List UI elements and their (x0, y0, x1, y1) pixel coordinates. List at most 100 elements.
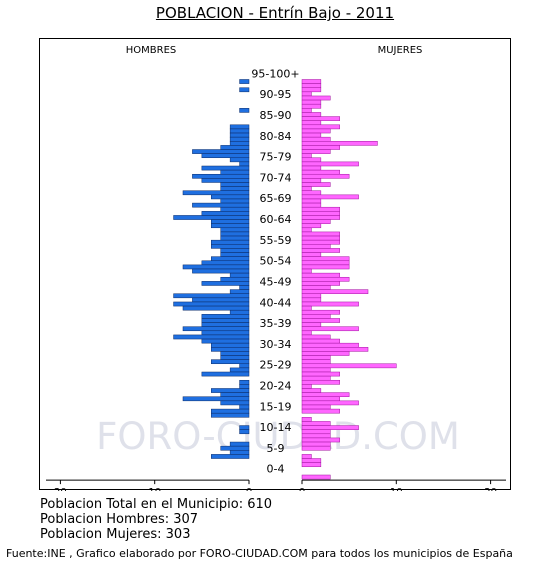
x-tick-label: 0 (299, 487, 305, 491)
male-bar-age-30 (220, 351, 250, 356)
female-bar-age-22 (301, 384, 312, 389)
male-bar-age-42 (173, 301, 250, 307)
age-label: 35-39 (260, 317, 292, 330)
source-footer: Fuente:INE , Grafico elaborado por FORO-… (6, 547, 513, 560)
male-bar-age-75 (201, 165, 250, 171)
x-tick-label: 20 (484, 487, 497, 491)
male-bar-age-38 (201, 318, 250, 323)
male-bar-age-94 (239, 87, 250, 93)
age-label: 25-29 (260, 359, 292, 372)
male-bar-age-18 (220, 400, 250, 406)
male-bar-age-77 (229, 157, 250, 163)
female-bar-age-11 (301, 429, 331, 435)
female-bar-age-53 (301, 256, 350, 262)
female-bar-age-93 (301, 91, 312, 97)
male-bar-age-78 (201, 153, 250, 159)
female-bar-age-33 (301, 338, 340, 344)
male-bar-age-27 (239, 363, 250, 369)
male-bar-age-23 (239, 379, 250, 385)
female-bar-age-74 (301, 169, 340, 175)
population-pyramid: FORO-CIUDAD.COM 95-100+ 90-95 85-90 80-84 75… (46, 45, 506, 491)
age-label: 75-79 (260, 151, 292, 164)
x-tick-label: 20 (54, 487, 67, 491)
female-bar-age-31 (301, 347, 369, 352)
male-bar-age-96 (239, 79, 250, 84)
male-bar-age-15 (211, 412, 250, 418)
female-bar-age-10 (301, 433, 331, 439)
male-bar-age-54 (220, 252, 250, 257)
female-bar-age-35 (301, 330, 312, 336)
female-bar-age-67 (301, 198, 322, 204)
chart-frame: FORO-CIUDAD.COM 95-100+ 90-95 85-90 80-84 75… (39, 38, 511, 491)
male-bar-age-12 (239, 425, 250, 430)
male-bar-age-31 (211, 347, 250, 352)
female-bar-age-49 (301, 272, 340, 278)
age-label: 50-54 (260, 255, 292, 268)
male-bar-age-11 (239, 429, 250, 435)
female-bar-age-90 (301, 103, 322, 109)
female-bar-age-3 (301, 462, 322, 468)
x-tick-label: 10 (390, 487, 403, 491)
female-bar-age-59 (301, 231, 340, 237)
female-bar-age-32 (301, 342, 359, 348)
female-bar-age-38 (301, 318, 340, 323)
female-bar-age-48 (301, 276, 350, 282)
female-bar-age-45 (301, 289, 369, 294)
female-bar-age-56 (301, 244, 331, 249)
female-bar-age-27 (301, 363, 397, 369)
female-bar-age-44 (301, 293, 322, 299)
male-bar-age-6 (229, 450, 250, 455)
female-bar-age-75 (301, 165, 322, 171)
female-bar-age-88 (301, 112, 322, 117)
female-bar-age-52 (301, 260, 350, 266)
male-bar-age-81 (229, 141, 250, 146)
age-label: 60-64 (260, 213, 292, 226)
female-bar-age-95 (301, 83, 322, 88)
female-bar-age-8 (301, 441, 331, 447)
female-bar-age-66 (301, 202, 322, 208)
x-axis: 20 10 0 0 10 20 (46, 479, 506, 491)
female-bar-age-16 (301, 408, 340, 414)
male-bar-age-68 (211, 194, 250, 200)
male-bar-age-28 (211, 359, 250, 365)
male-bar-age-73 (192, 173, 250, 179)
male-bar-age-84 (229, 128, 250, 134)
male-bar-age-83 (229, 132, 250, 138)
age-label: 65-69 (260, 192, 292, 205)
male-bar-age-53 (211, 256, 250, 262)
male-bar-age-60 (220, 227, 250, 233)
female-bar-age-86 (301, 120, 322, 126)
male-population: Poblacion Hombres: 307 (40, 512, 199, 527)
female-bar-age-68 (301, 194, 359, 200)
female-bar-age-26 (301, 367, 331, 373)
female-bar-age-77 (301, 157, 322, 163)
female-bar-age-13 (301, 421, 331, 426)
male-bar-age-29 (220, 355, 250, 360)
male-bar-age-62 (211, 219, 250, 224)
chart-title: POBLACION - Entrín Bajo - 2011 (155, 4, 395, 22)
x-tick-label: 10 (148, 487, 161, 491)
male-bar-age-50 (192, 268, 250, 274)
female-bar-age-7 (301, 445, 331, 451)
female-bar-age-83 (301, 132, 322, 138)
female-bar-age-17 (301, 404, 331, 410)
female-population: Poblacion Mujeres: 303 (40, 527, 191, 542)
female-bar-age-46 (301, 285, 331, 290)
female-bar-age-14 (301, 417, 312, 422)
female-bar-age-39 (301, 314, 331, 319)
female-bar-age-91 (301, 99, 322, 105)
female-bar-age-69 (301, 190, 322, 196)
female-bar-age-62 (301, 219, 331, 224)
male-bar-age-20 (220, 392, 250, 397)
female-bar-age-43 (301, 297, 322, 303)
female-bar-age-79 (301, 149, 331, 154)
male-bar-age-34 (173, 334, 250, 340)
female-bar-age-65 (301, 206, 340, 212)
female-bar-age-82 (301, 136, 331, 142)
male-bar-age-45 (229, 289, 250, 294)
age-label: 10-14 (260, 421, 292, 434)
female-bar-age-57 (301, 239, 340, 245)
male-bar-age-80 (220, 145, 250, 150)
male-bar-age-64 (201, 211, 250, 216)
male-bar-age-51 (182, 264, 250, 270)
